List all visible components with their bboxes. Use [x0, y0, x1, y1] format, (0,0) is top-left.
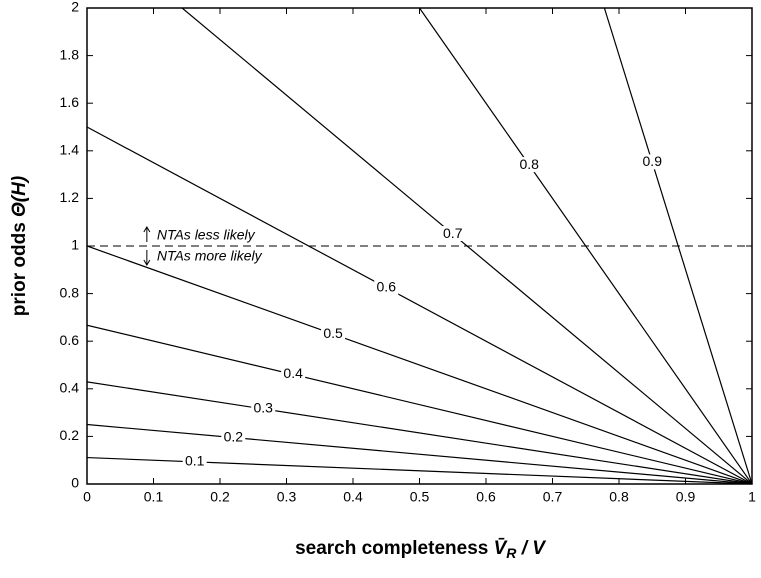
y-axis-label: prior odds Θ(H): [9, 176, 30, 316]
y-tick-label: 0.8: [60, 284, 80, 300]
x-tick-label: 0: [83, 489, 91, 505]
series-line: [87, 381, 752, 484]
series-label-bg: [182, 453, 207, 469]
series-label: 0.2: [224, 428, 244, 444]
series-label-bg: [374, 279, 399, 295]
series-label: 0.1: [185, 453, 205, 469]
y-tick-label: 1: [71, 237, 79, 253]
series-label-bg: [640, 154, 665, 170]
x-tick-label: 0.7: [543, 489, 563, 505]
arrow-up-head: [143, 226, 151, 233]
series-line: [87, 126, 752, 484]
series-label-bg: [251, 400, 276, 416]
series-label-bg: [517, 157, 542, 173]
x-label-symbol: V̄: [494, 538, 508, 559]
x-tick-label: 0.1: [144, 489, 164, 505]
y-tick-label: 2: [71, 0, 79, 15]
series-label: 0.4: [283, 365, 303, 381]
plot-frame: [86, 7, 753, 485]
y-label-symbol: Θ(H): [9, 176, 30, 217]
series-label: 0.5: [323, 325, 343, 341]
x-tick-label: 0.4: [343, 489, 363, 505]
series-label-bg: [321, 326, 346, 342]
series-label: 0.8: [519, 156, 539, 172]
x-label-suffix: / V: [516, 538, 546, 559]
x-tick-label: 0.8: [609, 489, 629, 505]
series-label: 0.6: [377, 278, 397, 294]
x-tick-label: 0.3: [277, 489, 297, 505]
series-line: [87, 245, 752, 484]
series-label: 0.3: [253, 400, 273, 416]
y-tick-label: 0: [71, 475, 79, 491]
x-tick-label: 0.9: [676, 489, 696, 505]
annotation: NTAs more likely: [157, 248, 263, 264]
x-tick-label: 0.6: [476, 489, 496, 505]
x-axis-label: search completeness V̄R / V: [295, 538, 546, 561]
series-label-bg: [221, 429, 246, 445]
x-label-subscript: R: [506, 545, 517, 561]
y-tick-label: 0.4: [60, 380, 80, 396]
series-label: 0.7: [443, 225, 463, 241]
y-label-text: prior odds: [9, 217, 30, 316]
series-label: 0.9: [643, 153, 663, 169]
series-label-bg: [281, 366, 306, 382]
x-tick-label: 0.2: [210, 489, 230, 505]
y-tick-label: 0.2: [60, 427, 80, 443]
series-label-bg: [440, 226, 465, 242]
y-tick-label: 1.4: [60, 142, 80, 158]
annotation: NTAs less likely: [157, 227, 256, 243]
x-label-text: search completeness: [295, 538, 494, 559]
y-tick-label: 0.6: [60, 332, 80, 348]
arrow-down-head: [143, 259, 151, 266]
y-tick-label: 1.2: [60, 189, 80, 205]
x-tick-label: 0.5: [410, 489, 430, 505]
series-line: [87, 324, 752, 484]
y-tick-label: 1.6: [60, 94, 80, 110]
series-line: [87, 423, 752, 484]
y-tick-label: 1.8: [60, 46, 80, 62]
x-tick-label: 1: [748, 489, 756, 505]
